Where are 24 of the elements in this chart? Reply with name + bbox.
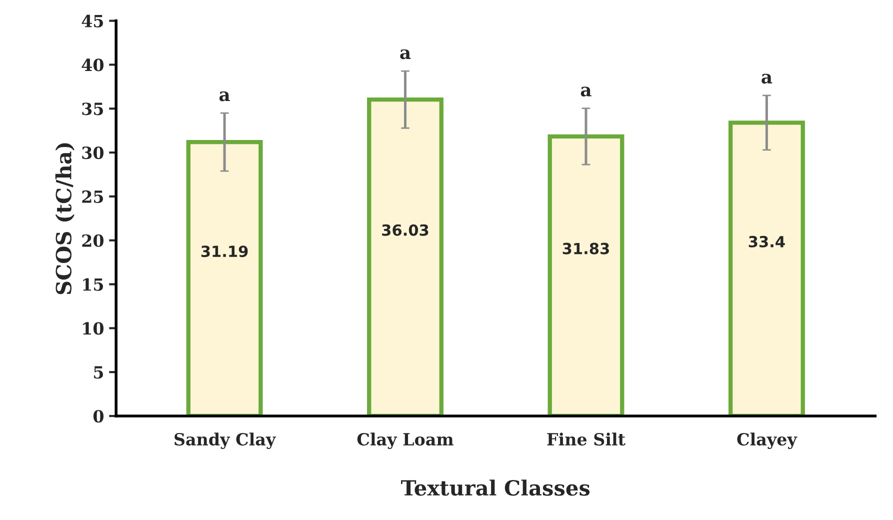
- y-tick-label: 35: [82, 102, 104, 116]
- x-tick-label: Clayey: [737, 432, 798, 450]
- y-tick-label: 25: [82, 190, 104, 204]
- y-tick-label: 10: [83, 322, 104, 335]
- y-tick-label: 40: [82, 58, 104, 72]
- y-axis-title: SCOS (tC/ha): [55, 143, 74, 294]
- data-label: 31.19: [201, 246, 248, 258]
- data-label: 33.4: [748, 236, 785, 248]
- y-tick-label: 30: [82, 146, 104, 160]
- y-tick-label: 5: [94, 366, 104, 379]
- data-label: 31.83: [562, 242, 609, 254]
- y-tick-label: 20: [82, 234, 104, 247]
- x-tick-label: Sandy Clay: [174, 432, 276, 450]
- y-tick-label: 0: [93, 410, 104, 423]
- data-label: 36.03: [382, 224, 428, 236]
- x-tick-label: Fine Silt: [547, 432, 626, 446]
- x-tick-label: Clay Loam: [357, 432, 454, 450]
- y-tick-label: 45: [82, 14, 104, 28]
- annotation: a: [400, 49, 411, 60]
- annotation: a: [580, 86, 592, 97]
- annotation: a: [219, 91, 230, 102]
- y-tick-label: 15: [83, 278, 104, 291]
- annotation: a: [762, 74, 772, 84]
- x-axis-title: Textural Classes: [401, 480, 590, 496]
